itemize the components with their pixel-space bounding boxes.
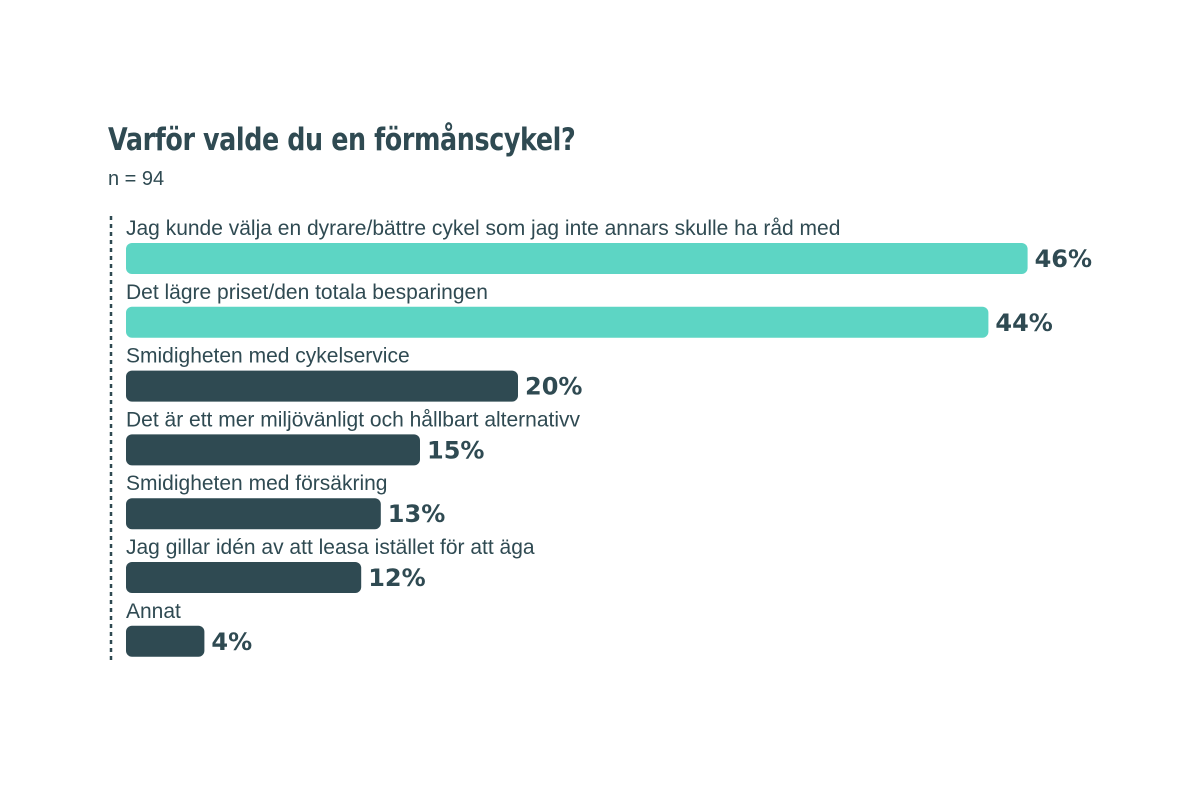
value-label: 15% — [427, 436, 484, 464]
category-label: Jag gillar idén av att leasa istället fö… — [126, 536, 535, 559]
chart-title: Varför valde du en förmånscykel? — [108, 122, 576, 158]
bar — [126, 498, 381, 530]
category-label: Smidigheten med försäkring — [126, 472, 387, 495]
value-label: 44% — [995, 309, 1052, 337]
bar — [126, 562, 362, 593]
bar — [126, 306, 989, 338]
bar — [126, 243, 1028, 274]
bar — [126, 434, 420, 466]
bar — [126, 625, 205, 657]
category-label: Det lägre priset/den totala besparingen — [126, 281, 488, 304]
category-label: Det är ett mer miljövänligt och hållbart… — [126, 408, 581, 431]
bar — [126, 370, 518, 402]
category-label: Smidigheten med cykelservice — [126, 345, 410, 368]
value-label: 20% — [525, 373, 582, 401]
bars-group: Jag kunde välja en dyrare/bättre cykel s… — [126, 217, 1092, 657]
value-label: 12% — [368, 564, 425, 592]
value-label: 46% — [1035, 245, 1092, 273]
chart-subtitle: n = 94 — [108, 168, 165, 190]
category-label: Annat — [126, 600, 181, 623]
value-label: 4% — [211, 628, 252, 656]
category-label: Jag kunde välja en dyrare/bättre cykel s… — [126, 217, 840, 240]
value-label: 13% — [388, 500, 445, 528]
